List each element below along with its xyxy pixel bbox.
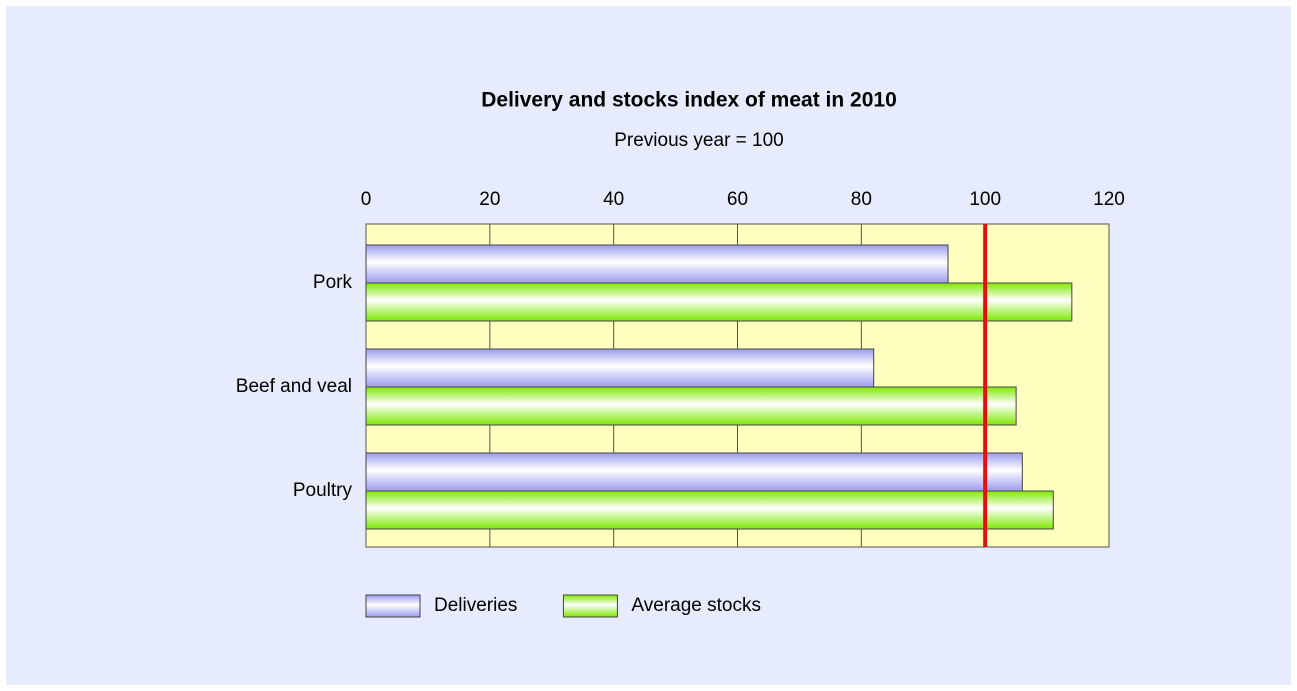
- x-tick-label: 20: [479, 189, 500, 210]
- y-tick-label: Pork: [313, 272, 353, 293]
- chart-subtitle: Previous year = 100: [614, 130, 784, 151]
- y-tick-label: Poultry: [293, 480, 353, 501]
- bar: [365, 490, 1054, 530]
- legend-label: Average stocks: [631, 595, 761, 616]
- chart-title: Delivery and stocks index of meat in 201…: [481, 89, 897, 112]
- x-tick-label: 60: [727, 189, 748, 210]
- x-tick-label: 120: [1093, 189, 1125, 210]
- bar: [365, 348, 875, 388]
- legend-swatch: [562, 594, 618, 618]
- bar: [365, 386, 1017, 426]
- legend-label: Deliveries: [434, 595, 517, 616]
- bar: [365, 282, 1073, 322]
- bar: [365, 244, 949, 284]
- y-tick-label: Beef and veal: [236, 376, 352, 397]
- x-tick-label: 100: [969, 189, 1001, 210]
- x-tick-label: 40: [603, 189, 624, 210]
- x-tick-label: 80: [851, 189, 872, 210]
- bar: [365, 452, 1023, 492]
- legend-swatch: [365, 594, 421, 618]
- x-tick-label: 0: [361, 189, 372, 210]
